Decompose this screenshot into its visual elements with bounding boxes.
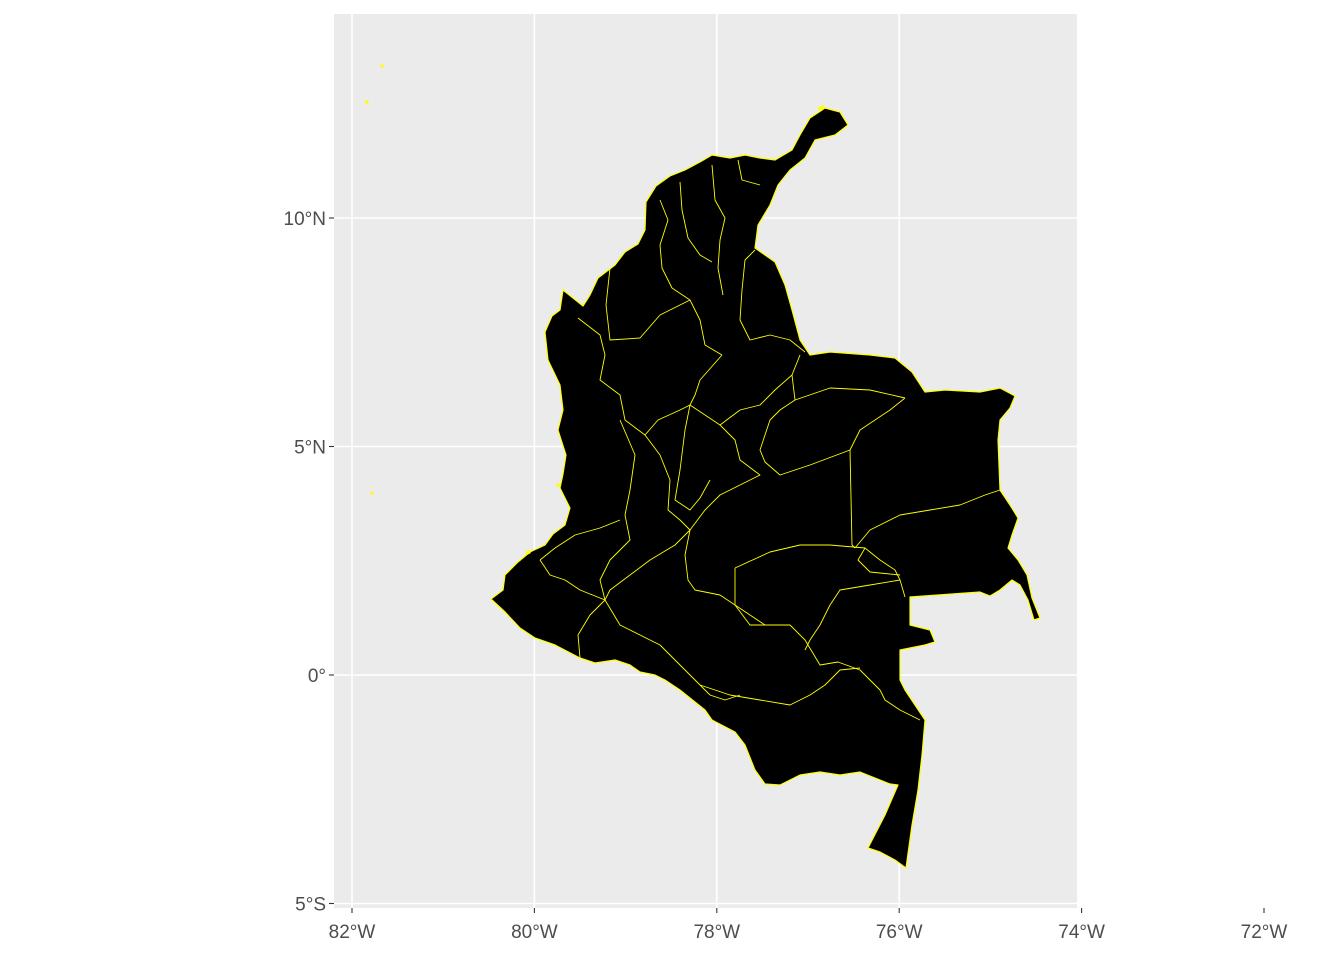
x-tick-label: 74°W: [1058, 922, 1105, 943]
x-tick-label: 78°W: [693, 922, 740, 943]
y-tick-label: 0°: [308, 666, 326, 687]
department-borders: [539, 159, 1001, 721]
san-andres-island: [365, 100, 369, 104]
colombia-mainland: [490, 107, 1041, 869]
colombia-map: [365, 64, 1041, 869]
malpelo-island: [370, 491, 374, 495]
axis-labels: 82°W80°W78°W76°W74°W72°W70°W68°W10°N5°N0…: [284, 209, 1288, 943]
x-tick-label: 80°W: [511, 922, 558, 943]
x-tick-label: 82°W: [329, 922, 376, 943]
y-tick-label: 10°N: [284, 209, 326, 230]
y-tick-label: 5°S: [295, 895, 326, 916]
providencia-island: [380, 64, 384, 68]
y-tick-label: 5°N: [294, 438, 326, 459]
x-tick-label: 72°W: [1241, 922, 1288, 943]
x-tick-label: 76°W: [876, 922, 923, 943]
axis-ticks: [329, 217, 1265, 913]
